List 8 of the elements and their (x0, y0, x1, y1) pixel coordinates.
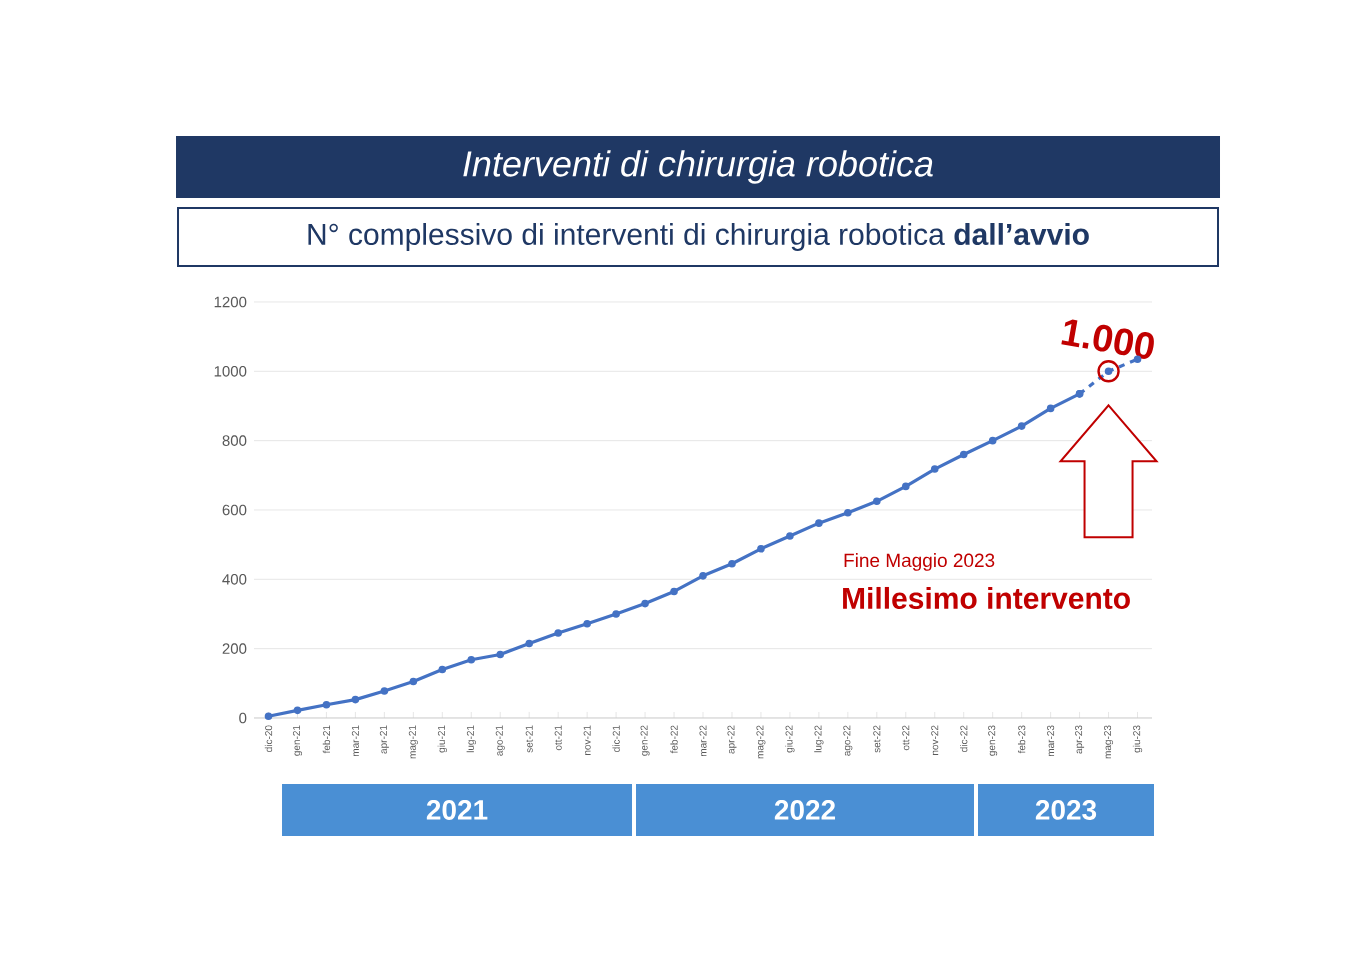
annotation: Fine Maggio 2023 (844, 553, 995, 571)
text: 2023 (1035, 800, 1097, 820)
annotation: 1.000 (1061, 319, 1154, 359)
text: 2021 (426, 800, 488, 820)
text: 2022 (774, 800, 836, 820)
annotation: Millesimo intervento (843, 586, 1130, 609)
chart-title: Interventi di chirurgia robotica (463, 150, 933, 184)
chart-subtitle: N° complessivo di interventi di chirurgia robotica dall’avvio (308, 223, 1089, 251)
